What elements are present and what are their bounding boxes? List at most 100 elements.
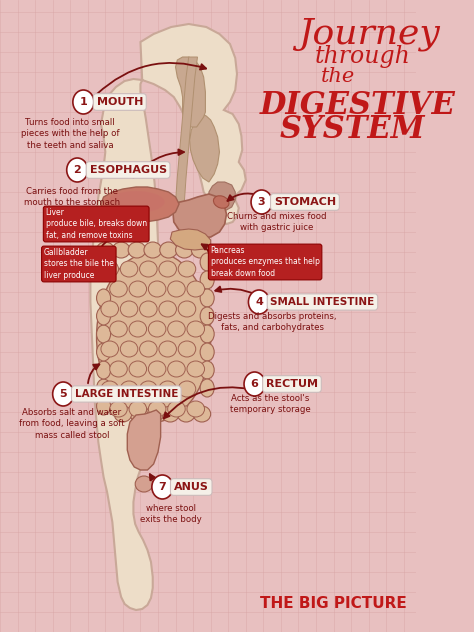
Ellipse shape — [97, 242, 114, 258]
Ellipse shape — [120, 381, 138, 397]
Ellipse shape — [159, 301, 176, 317]
Text: Liver
produce bile, breaks down
fat, and remove toxins: Liver produce bile, breaks down fat, and… — [46, 209, 147, 240]
Ellipse shape — [168, 281, 185, 297]
Ellipse shape — [148, 281, 166, 297]
Circle shape — [248, 290, 270, 314]
Ellipse shape — [200, 343, 214, 361]
Ellipse shape — [130, 406, 147, 422]
Ellipse shape — [213, 196, 229, 209]
Ellipse shape — [97, 307, 110, 325]
Ellipse shape — [101, 261, 118, 277]
Circle shape — [67, 158, 88, 182]
Ellipse shape — [101, 341, 118, 357]
Text: 4: 4 — [255, 297, 263, 307]
Ellipse shape — [187, 361, 204, 377]
Ellipse shape — [168, 321, 185, 337]
Ellipse shape — [129, 401, 146, 417]
Ellipse shape — [139, 341, 157, 357]
Ellipse shape — [178, 341, 196, 357]
Text: 2: 2 — [73, 165, 81, 175]
Ellipse shape — [97, 252, 210, 422]
Ellipse shape — [97, 325, 110, 343]
Circle shape — [244, 372, 265, 396]
Ellipse shape — [200, 325, 214, 343]
Ellipse shape — [120, 301, 138, 317]
Circle shape — [73, 90, 94, 114]
Text: Journey: Journey — [299, 17, 440, 51]
Ellipse shape — [187, 281, 204, 297]
Ellipse shape — [129, 361, 146, 377]
Ellipse shape — [200, 253, 214, 271]
Ellipse shape — [200, 271, 214, 289]
Ellipse shape — [109, 321, 128, 337]
Ellipse shape — [178, 261, 196, 277]
Ellipse shape — [200, 289, 214, 307]
Polygon shape — [173, 194, 227, 238]
Text: 5: 5 — [59, 389, 67, 399]
Ellipse shape — [200, 307, 214, 325]
Ellipse shape — [146, 406, 163, 422]
Ellipse shape — [135, 476, 153, 492]
Text: Gallbladder
stores the bile the
liver produce: Gallbladder stores the bile the liver pr… — [44, 248, 114, 279]
Ellipse shape — [144, 242, 162, 258]
Ellipse shape — [187, 401, 204, 417]
Text: 1: 1 — [80, 97, 87, 107]
Text: Acts as the stool's
temporary storage: Acts as the stool's temporary storage — [230, 394, 311, 415]
Text: Absorbs salt and water
from food, leaving a soft
mass called stool: Absorbs salt and water from food, leavin… — [19, 408, 125, 441]
Ellipse shape — [200, 379, 214, 397]
Ellipse shape — [162, 406, 179, 422]
Circle shape — [152, 475, 173, 499]
Text: 7: 7 — [158, 482, 166, 492]
Ellipse shape — [193, 406, 210, 422]
Text: LARGE INTESTINE: LARGE INTESTINE — [74, 389, 178, 399]
Ellipse shape — [128, 242, 146, 258]
Text: STOMACH: STOMACH — [274, 197, 336, 207]
Text: 3: 3 — [258, 197, 265, 207]
Ellipse shape — [114, 406, 132, 422]
Ellipse shape — [120, 261, 138, 277]
Ellipse shape — [200, 361, 214, 379]
Text: the: the — [320, 68, 355, 87]
Polygon shape — [209, 182, 235, 211]
Ellipse shape — [129, 321, 146, 337]
Ellipse shape — [109, 401, 128, 417]
Ellipse shape — [109, 361, 128, 377]
Text: SYSTEM: SYSTEM — [279, 114, 425, 145]
Ellipse shape — [187, 321, 204, 337]
Ellipse shape — [101, 381, 118, 397]
Ellipse shape — [97, 343, 110, 361]
Polygon shape — [175, 57, 198, 202]
Ellipse shape — [148, 401, 166, 417]
Ellipse shape — [160, 242, 177, 258]
Ellipse shape — [139, 261, 157, 277]
Text: through: through — [314, 46, 410, 68]
Text: RECTUM: RECTUM — [266, 379, 318, 389]
Ellipse shape — [159, 341, 176, 357]
Text: Pancreas
produces enzymes that help
break down food: Pancreas produces enzymes that help brea… — [210, 246, 319, 277]
Text: THE BIG PICTURE: THE BIG PICTURE — [260, 597, 407, 612]
Ellipse shape — [148, 361, 166, 377]
Text: DIGESTIVE: DIGESTIVE — [260, 90, 456, 121]
Text: Churns and mixes food
with gastric juice: Churns and mixes food with gastric juice — [227, 212, 326, 233]
Ellipse shape — [168, 401, 185, 417]
Ellipse shape — [129, 281, 146, 297]
Ellipse shape — [159, 381, 176, 397]
Ellipse shape — [120, 219, 139, 235]
Polygon shape — [190, 114, 219, 182]
Polygon shape — [101, 187, 179, 222]
Ellipse shape — [168, 361, 185, 377]
Ellipse shape — [101, 301, 118, 317]
Polygon shape — [91, 24, 246, 610]
Text: Carries food from the
mouth to the stomach: Carries food from the mouth to the stoma… — [24, 186, 120, 207]
Ellipse shape — [148, 321, 166, 337]
Text: Digests and absorbs proteins,
fats, and carbohydrates: Digests and absorbs proteins, fats, and … — [208, 312, 337, 332]
Ellipse shape — [191, 242, 209, 258]
Ellipse shape — [178, 381, 196, 397]
Ellipse shape — [97, 379, 110, 397]
Text: ANUS: ANUS — [174, 482, 209, 492]
Polygon shape — [175, 57, 205, 127]
Circle shape — [53, 382, 74, 406]
Ellipse shape — [139, 301, 157, 317]
Text: Turns food into small
pieces with the help of
the teeth and saliva: Turns food into small pieces with the he… — [21, 118, 119, 150]
Text: 6: 6 — [251, 379, 258, 389]
